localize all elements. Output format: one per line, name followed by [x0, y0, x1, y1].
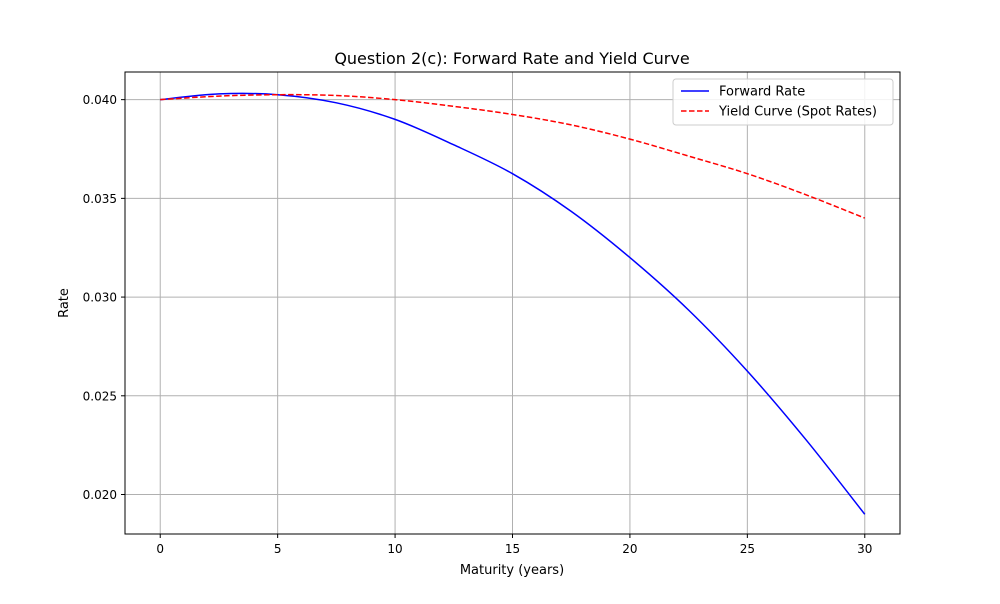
x-tick-label: 25 — [740, 542, 755, 556]
legend: Forward Rate Yield Curve (Spot Rates) — [672, 78, 894, 126]
grid — [125, 72, 900, 534]
legend-label-forward-rate: Forward Rate — [719, 85, 805, 100]
y-tick-label: 0.030 — [83, 291, 117, 305]
y-tick-label: 0.035 — [83, 192, 117, 206]
legend-label-yield-curve: Yield Curve (Spot Rates) — [718, 105, 877, 120]
yield-curve-line — [160, 93, 866, 219]
legend-box — [672, 78, 894, 126]
chart-title: Question 2(c): Forward Rate and Yield Cu… — [334, 49, 689, 68]
x-tick-label: 15 — [505, 542, 520, 556]
axis-ticks: 0 5 10 15 20 25 30 0.020 0.025 0.030 0.035 0.040 — [83, 93, 873, 556]
x-tick-label: 20 — [622, 542, 637, 556]
x-axis-label: Maturity (years) — [460, 563, 564, 578]
y-axis-label: Rate — [57, 288, 72, 318]
x-tick-label: 10 — [387, 542, 402, 556]
y-tick-label: 0.020 — [83, 488, 117, 502]
y-tick-label: 0.040 — [83, 93, 117, 107]
y-tick-label: 0.025 — [83, 389, 117, 403]
plot-series — [160, 92, 866, 515]
x-tick-label: 5 — [274, 542, 282, 556]
x-tick-label: 0 — [156, 542, 164, 556]
x-tick-label: 30 — [857, 542, 872, 556]
